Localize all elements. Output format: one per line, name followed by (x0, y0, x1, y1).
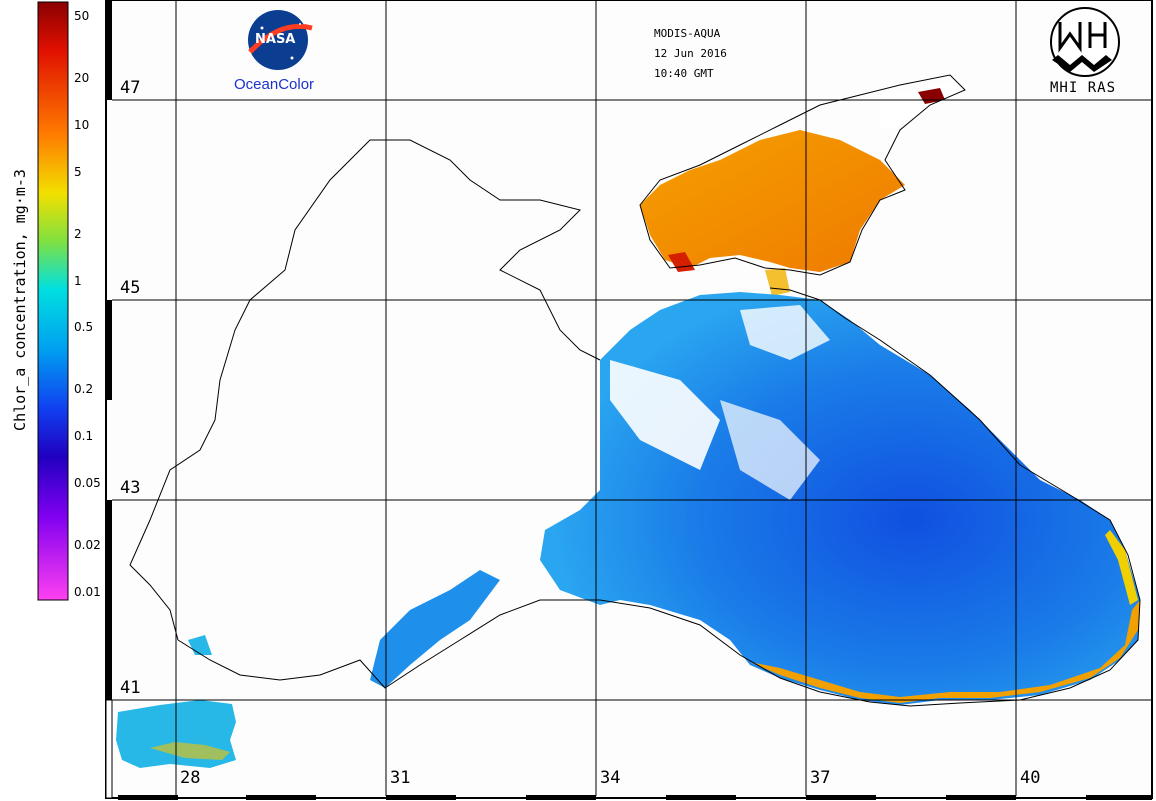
coastline-anatolia (177, 464, 1141, 707)
coastline-azov (639, 74, 966, 276)
colorbar-tick: 5 (74, 164, 82, 179)
lon-label-40: 40 (1020, 768, 1041, 788)
colorbar-tick: 0.2 (74, 382, 94, 397)
nasa-logo-text: NASA (255, 32, 296, 47)
colorbar-tick: 0.01 (74, 585, 101, 599)
marmara-coast-patch (150, 742, 230, 760)
azov-sea (640, 130, 905, 272)
colorbar-tick: 50 (74, 9, 90, 23)
mhi-ras-label: MHI RAS (1050, 80, 1117, 96)
nasa-logo (248, 10, 313, 70)
lat-label-45: 45 (120, 278, 141, 298)
lon-label-28: 28 (180, 768, 201, 788)
sensor-label: MODIS-AQUA (654, 27, 721, 40)
colorbar-tick: 10 (74, 117, 90, 132)
colorbar (37, 1, 69, 601)
black-sea-west-patch (370, 570, 500, 688)
cloud-mask-3 (740, 305, 830, 360)
azov-red-patch (668, 252, 695, 272)
colorbar-tick: 2 (74, 226, 82, 241)
lon-label-31: 31 (390, 768, 411, 788)
left-scale-bar (105, 0, 113, 799)
lat-label-43: 43 (120, 478, 141, 498)
date-label: 12 Jun 2016 (654, 47, 727, 60)
colorbar-tick: 20 (74, 70, 90, 85)
lat-label-41: 41 (120, 678, 141, 698)
cloud-mask-1 (610, 360, 720, 470)
coastline-caucasus (769, 287, 1021, 466)
colorbar-tick: 0.5 (74, 320, 94, 335)
lon-label-37: 37 (810, 768, 831, 788)
colorbar-tick: 0.1 (74, 429, 94, 444)
time-label: 10:40 GMT (654, 67, 714, 80)
colorbar-tick: 1 (74, 273, 82, 288)
lat-label-47: 47 (120, 78, 141, 98)
colorbar-tick: 0.05 (74, 476, 101, 491)
lon-label-34: 34 (600, 768, 621, 788)
bottom-scale-bar (118, 795, 1152, 800)
oceancolor-label: OceanColor (234, 76, 315, 93)
cloud-mask-2 (720, 400, 820, 500)
graticule (112, 0, 1152, 796)
colorbar-tick: 0.02 (74, 538, 101, 553)
eastern-bloom-band (1105, 530, 1138, 605)
colorbar-title: Chlor_a concentration, mg·m-3 (11, 169, 29, 431)
coastline-west (129, 139, 601, 641)
mhi-ras-logo (1050, 7, 1120, 77)
acquisition-info: MODIS-AQUA 12 Jun 2016 10:40 GMT (654, 24, 727, 84)
